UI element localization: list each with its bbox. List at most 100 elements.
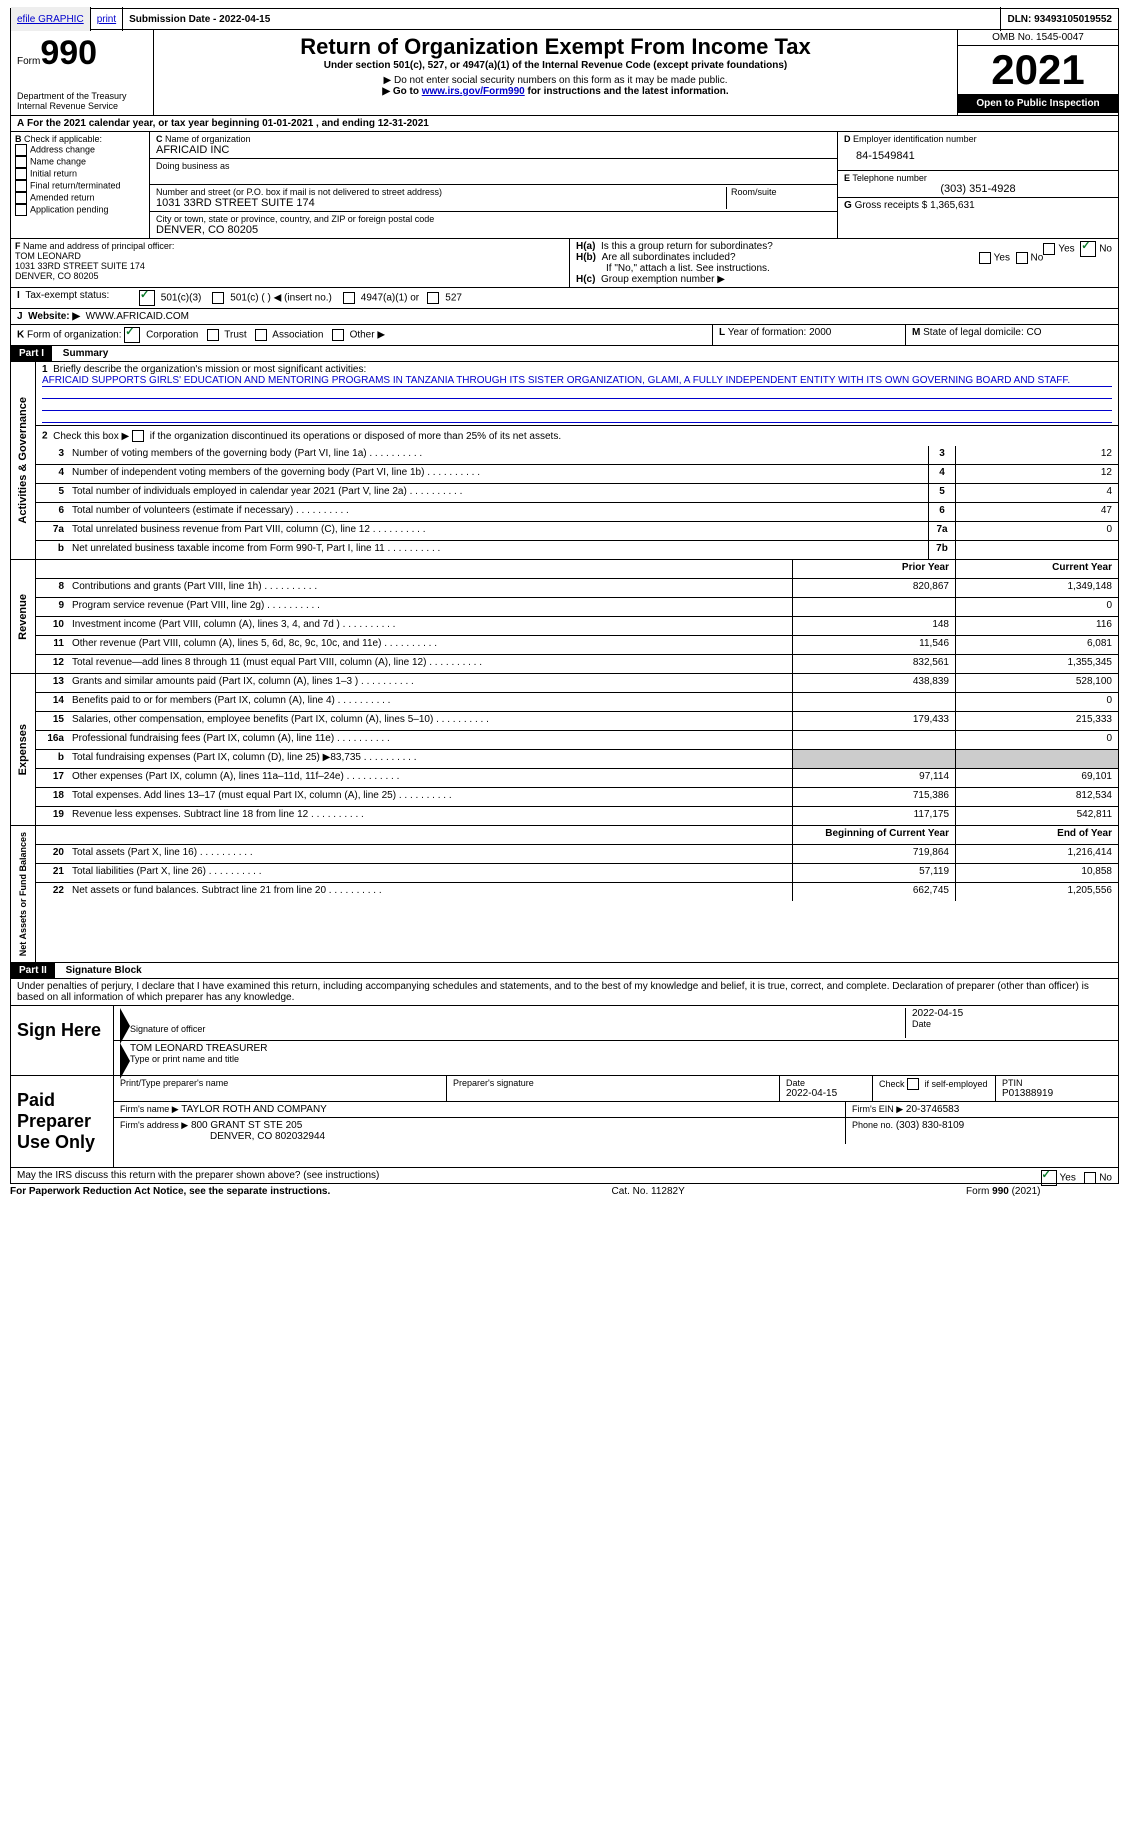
yes-text: Yes bbox=[1058, 244, 1074, 255]
table-row: b Total fundraising expenses (Part IX, c… bbox=[36, 750, 1118, 769]
form-subtitle: Under section 501(c), 527, or 4947(a)(1)… bbox=[160, 60, 951, 71]
room-label: Room/suite bbox=[731, 187, 831, 197]
open-to-public: Open to Public Inspection bbox=[958, 94, 1118, 113]
firm-ein-label: Firm's EIN ▶ bbox=[852, 1104, 903, 1114]
firm-label: Firm's name ▶ bbox=[120, 1104, 179, 1114]
form-word: Form bbox=[17, 56, 40, 67]
efile-link[interactable]: efile GRAPHIC bbox=[17, 14, 84, 25]
opt-trust: Trust bbox=[224, 330, 246, 341]
opt-name-change: Name change bbox=[30, 156, 86, 166]
prep-sig-label: Preparer's signature bbox=[453, 1078, 773, 1088]
ha-yes[interactable] bbox=[1043, 243, 1055, 255]
ha-label: Is this a group return for subordinates? bbox=[601, 241, 773, 252]
table-row: 18 Total expenses. Add lines 13–17 (must… bbox=[36, 788, 1118, 807]
cb-4947[interactable] bbox=[343, 292, 355, 304]
prep-name-label: Print/Type preparer's name bbox=[120, 1078, 440, 1088]
checkbox-name-change[interactable] bbox=[15, 156, 27, 168]
cb-trust[interactable] bbox=[207, 329, 219, 341]
col-end: End of Year bbox=[955, 826, 1118, 844]
declaration-text: Under penalties of perjury, I declare th… bbox=[10, 979, 1119, 1006]
sign-here-label: Sign Here bbox=[11, 1006, 114, 1075]
cb-discontinued[interactable] bbox=[132, 430, 144, 442]
table-row: 11 Other revenue (Part VIII, column (A),… bbox=[36, 636, 1118, 655]
b-label: Check if applicable: bbox=[24, 134, 102, 144]
cb-self-employed[interactable] bbox=[907, 1078, 919, 1090]
hc-label: Group exemption number ▶ bbox=[601, 274, 725, 285]
gross-value: 1,365,631 bbox=[930, 200, 975, 211]
opt-address-change: Address change bbox=[30, 144, 95, 154]
irs-gov-link[interactable]: www.irs.gov/Form990 bbox=[422, 86, 525, 97]
opt-initial-return: Initial return bbox=[30, 168, 77, 178]
ptin-label: PTIN bbox=[1002, 1078, 1112, 1088]
omb-number: OMB No. 1545-0047 bbox=[958, 30, 1118, 46]
arrow-icon bbox=[120, 1008, 130, 1044]
opt-501c3: 501(c)(3) bbox=[161, 293, 202, 304]
dba-label: Doing business as bbox=[156, 161, 831, 171]
opt-app-pending: Application pending bbox=[30, 204, 109, 214]
ha-no[interactable] bbox=[1080, 241, 1096, 257]
opt-other: Other ▶ bbox=[350, 330, 385, 341]
note-goto-pre: ▶ Go to bbox=[382, 86, 421, 97]
line-a: A For the 2021 calendar year, or tax yea… bbox=[10, 116, 1119, 132]
table-row: 8 Contributions and grants (Part VIII, l… bbox=[36, 579, 1118, 598]
org-name: AFRICAID INC bbox=[156, 144, 831, 156]
checkbox-app-pending[interactable] bbox=[15, 204, 27, 216]
dept-treasury: Department of the Treasury bbox=[17, 91, 147, 101]
hb-note: If "No," attach a list. See instructions… bbox=[576, 263, 1112, 274]
no-text2: No bbox=[1031, 253, 1044, 264]
officer-print-name: TOM LEONARD TREASURER bbox=[130, 1043, 1112, 1054]
vlabel-revenue: Revenue bbox=[15, 588, 31, 646]
cb-assoc[interactable] bbox=[255, 329, 267, 341]
mission-text: AFRICAID SUPPORTS GIRLS' EDUCATION AND M… bbox=[42, 375, 1112, 387]
form-number: 990 bbox=[40, 34, 97, 72]
city-label: City or town, state or province, country… bbox=[156, 214, 831, 224]
ein-value: 84-1549841 bbox=[844, 144, 1112, 168]
vlabel-expenses: Expenses bbox=[15, 718, 31, 781]
table-row: 10 Investment income (Part VIII, column … bbox=[36, 617, 1118, 636]
cb-527[interactable] bbox=[427, 292, 439, 304]
k-label: Form of organization: bbox=[27, 330, 122, 341]
table-row: 16a Professional fundraising fees (Part … bbox=[36, 731, 1118, 750]
col-prior: Prior Year bbox=[792, 560, 955, 578]
prep-date-label: Date bbox=[786, 1078, 866, 1088]
top-bar: efile GRAPHIC print Submission Date - 20… bbox=[10, 8, 1119, 30]
part2-title: Signature Block bbox=[58, 963, 150, 978]
cb-corp[interactable] bbox=[124, 327, 140, 343]
table-row: 7a Total unrelated business revenue from… bbox=[36, 522, 1118, 541]
firm-addr-label: Firm's address ▶ bbox=[120, 1120, 188, 1130]
hb-no[interactable] bbox=[1016, 252, 1028, 264]
discuss-yes[interactable] bbox=[1041, 1170, 1057, 1186]
table-row: 17 Other expenses (Part IX, column (A), … bbox=[36, 769, 1118, 788]
table-row: 14 Benefits paid to or for members (Part… bbox=[36, 693, 1118, 712]
print-link[interactable]: print bbox=[97, 14, 116, 25]
table-row: 20 Total assets (Part X, line 16) 719,86… bbox=[36, 845, 1118, 864]
tax-status-label: Tax-exempt status: bbox=[25, 290, 109, 301]
officer-addr2: DENVER, CO 80205 bbox=[15, 271, 99, 281]
cb-other[interactable] bbox=[332, 329, 344, 341]
hb-yes[interactable] bbox=[979, 252, 991, 264]
gross-label: Gross receipts $ bbox=[855, 200, 928, 211]
officer-label: Name and address of principal officer: bbox=[23, 241, 174, 251]
cb-501c[interactable] bbox=[212, 292, 224, 304]
sig-date-label: Date bbox=[912, 1019, 1112, 1029]
discuss-no[interactable] bbox=[1084, 1172, 1096, 1184]
checkbox-final-return[interactable] bbox=[15, 180, 27, 192]
paid-preparer-label: Paid Preparer Use Only bbox=[11, 1076, 114, 1167]
opt-assoc: Association bbox=[272, 330, 323, 341]
table-row: 9 Program service revenue (Part VIII, li… bbox=[36, 598, 1118, 617]
part1-header: Part I bbox=[11, 346, 52, 361]
checkbox-address-change[interactable] bbox=[15, 144, 27, 156]
firm-addr1: 800 GRANT ST STE 205 bbox=[191, 1120, 302, 1131]
footer-mid: Cat. No. 11282Y bbox=[612, 1186, 685, 1197]
irs-label: Internal Revenue Service bbox=[17, 101, 147, 111]
checkbox-initial-return[interactable] bbox=[15, 168, 27, 180]
firm-ein: 20-3746583 bbox=[906, 1104, 959, 1115]
checkbox-amended[interactable] bbox=[15, 192, 27, 204]
table-row: 4 Number of independent voting members o… bbox=[36, 465, 1118, 484]
footer-right: Form 990 (2021) bbox=[966, 1186, 1040, 1197]
note-ssn: ▶ Do not enter social security numbers o… bbox=[160, 75, 951, 86]
cb-501c3[interactable] bbox=[139, 290, 155, 306]
m-value: CO bbox=[1027, 327, 1042, 338]
prep-date: 2022-04-15 bbox=[786, 1088, 866, 1099]
website-value: WWW.AFRICAID.COM bbox=[86, 311, 189, 322]
